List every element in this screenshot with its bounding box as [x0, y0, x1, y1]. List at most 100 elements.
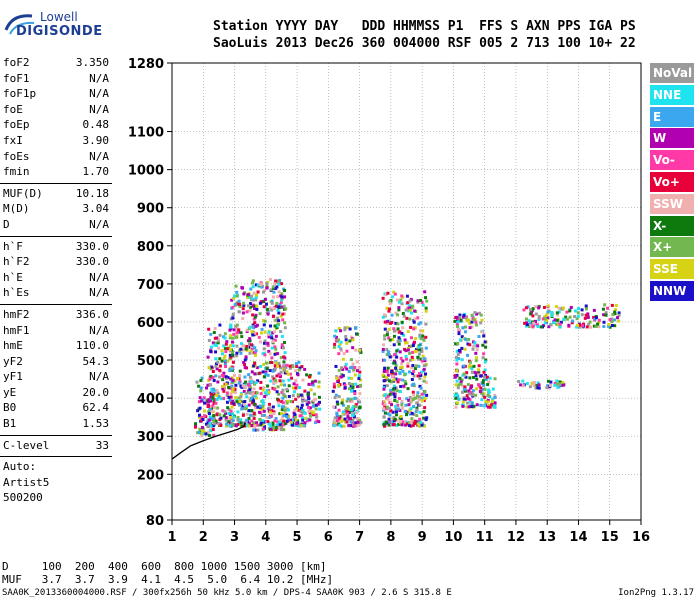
echo-point	[224, 375, 228, 379]
echo-point	[348, 424, 352, 428]
param-value: 0.48	[82, 118, 110, 132]
echo-point	[242, 303, 246, 307]
echo-point	[358, 405, 362, 409]
echo-point	[355, 369, 359, 373]
echo-point	[596, 322, 600, 326]
echo-point	[481, 381, 485, 385]
echo-point	[239, 347, 243, 351]
echo-point	[209, 348, 213, 352]
echo-point	[383, 337, 387, 341]
echo-point	[235, 290, 239, 294]
echo-point	[337, 327, 341, 331]
echo-point	[273, 324, 277, 328]
echo-point	[249, 343, 253, 347]
echo-point	[482, 352, 486, 356]
echo-point	[578, 323, 582, 327]
echo-point	[301, 399, 305, 403]
echo-point	[388, 355, 392, 359]
x-tick-label: 13	[538, 530, 556, 545]
echo-point	[339, 348, 343, 352]
echo-point	[247, 391, 251, 395]
echo-point	[264, 370, 268, 374]
echo-point	[261, 399, 265, 403]
param-label: h`E	[3, 270, 23, 284]
echo-point	[358, 348, 362, 352]
echo-point	[278, 412, 282, 416]
echo-point	[248, 396, 252, 400]
echo-point	[250, 330, 254, 334]
echo-point	[196, 409, 200, 413]
echo-point	[391, 295, 395, 299]
echo-point	[468, 397, 472, 401]
echo-point	[233, 294, 237, 298]
echo-point	[385, 384, 389, 388]
echo-point	[389, 420, 393, 424]
echo-point	[408, 358, 412, 362]
echo-point	[348, 327, 352, 331]
echo-point	[479, 313, 483, 317]
echo-point	[525, 323, 529, 327]
echo-point	[206, 355, 210, 359]
echo-point	[486, 393, 490, 397]
echo-point	[419, 397, 423, 401]
echo-point	[212, 401, 216, 405]
echo-point	[388, 338, 392, 342]
echo-point	[351, 346, 355, 350]
echo-point	[421, 399, 425, 403]
echo-point	[481, 356, 485, 360]
echo-point	[398, 350, 402, 354]
echo-point	[418, 357, 422, 361]
echo-point	[265, 388, 269, 392]
echo-point	[589, 325, 593, 329]
echo-point	[349, 397, 353, 401]
echo-point	[285, 399, 289, 403]
echo-point	[493, 393, 497, 397]
echo-point	[395, 349, 399, 353]
echo-point	[477, 384, 481, 388]
echo-point	[300, 403, 304, 407]
echo-point	[261, 404, 265, 408]
echo-point	[468, 321, 472, 325]
echo-point	[343, 386, 347, 390]
echo-point	[559, 306, 563, 310]
echo-point	[400, 403, 404, 407]
echo-point	[241, 317, 245, 321]
echo-point	[267, 349, 271, 353]
echo-point	[411, 357, 415, 361]
echo-point	[272, 290, 276, 294]
echo-point	[202, 409, 206, 413]
echo-point	[332, 422, 336, 426]
echo-point	[388, 302, 392, 306]
echo-point	[238, 304, 242, 308]
echo-point	[464, 330, 468, 334]
echo-point	[246, 293, 250, 297]
echo-point	[383, 405, 387, 409]
x-tick-label: 12	[507, 530, 525, 545]
echo-point	[226, 359, 230, 363]
echo-point	[247, 373, 251, 377]
echo-point	[239, 393, 243, 397]
echo-point	[261, 388, 265, 392]
echo-point	[283, 395, 287, 399]
echo-point	[391, 410, 395, 414]
echo-point	[306, 417, 310, 421]
echo-point	[392, 415, 396, 419]
echo-point	[395, 298, 399, 302]
echo-point	[382, 421, 386, 425]
echo-point	[253, 346, 257, 350]
echo-point	[483, 360, 487, 364]
echo-point	[419, 420, 423, 424]
echo-point	[289, 399, 293, 403]
echo-point	[384, 407, 388, 411]
echo-point	[274, 428, 278, 432]
echo-point	[286, 408, 290, 412]
echo-point	[406, 301, 410, 305]
echo-point	[340, 424, 344, 428]
echo-point	[262, 290, 266, 294]
echo-point	[250, 423, 254, 427]
echo-point	[473, 311, 477, 315]
echo-point	[357, 377, 361, 381]
echo-point	[392, 343, 396, 347]
echo-point	[268, 406, 272, 410]
legend-item: Vo+	[650, 171, 694, 192]
